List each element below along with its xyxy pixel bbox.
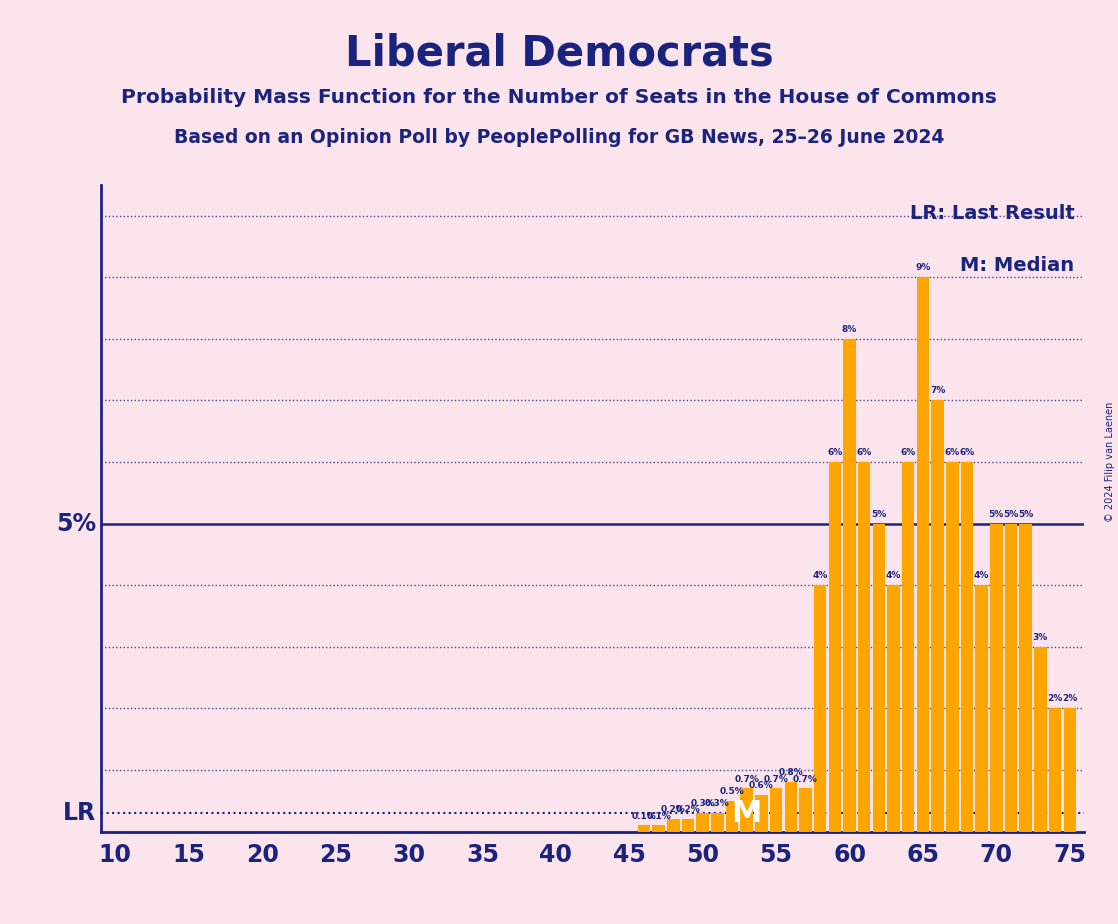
Text: 0.3%: 0.3% [705,799,730,808]
Bar [711,813,723,832]
Text: 6%: 6% [901,448,916,457]
Bar [828,462,841,832]
Text: 5%: 5% [1004,510,1018,518]
Bar [799,788,812,832]
Bar [785,783,797,832]
Bar [873,524,885,832]
Bar [1034,647,1046,832]
Text: 9%: 9% [916,263,930,273]
Text: 6%: 6% [959,448,975,457]
Bar [1049,709,1061,832]
Text: M: M [731,799,761,828]
Bar [755,795,768,832]
Text: 0.2%: 0.2% [661,806,685,814]
Text: 0.1%: 0.1% [646,811,671,821]
Bar [991,524,1003,832]
Text: 0.6%: 0.6% [749,781,774,790]
Bar [946,462,958,832]
Text: LR: Last Result: LR: Last Result [910,204,1074,224]
Text: Liberal Democrats: Liberal Democrats [344,32,774,74]
Text: 4%: 4% [974,571,989,580]
Bar [682,820,694,832]
Bar [975,585,988,832]
Bar [726,801,738,832]
Bar [917,277,929,832]
Bar [843,339,855,832]
Bar [1005,524,1017,832]
Text: LR: LR [63,801,96,825]
Bar [902,462,915,832]
Text: 3%: 3% [1033,633,1048,642]
Text: 0.3%: 0.3% [690,799,716,808]
Text: 0.5%: 0.5% [720,787,745,796]
Text: 0.7%: 0.7% [735,774,759,784]
Text: 6%: 6% [945,448,960,457]
Bar [653,825,665,832]
Text: Based on an Opinion Poll by PeoplePolling for GB News, 25–26 June 2024: Based on an Opinion Poll by PeoplePollin… [173,128,945,147]
Bar [637,825,651,832]
Text: © 2024 Filip van Laenen: © 2024 Filip van Laenen [1106,402,1115,522]
Text: 0.1%: 0.1% [632,811,656,821]
Bar [770,788,783,832]
Text: 0.7%: 0.7% [793,774,818,784]
Bar [667,820,680,832]
Bar [931,400,944,832]
Text: 0.2%: 0.2% [675,806,700,814]
Text: 5%: 5% [1018,510,1033,518]
Text: 5%: 5% [56,512,96,536]
Text: 2%: 2% [1048,695,1063,703]
Text: 4%: 4% [813,571,827,580]
Bar [814,585,826,832]
Text: M: Median: M: Median [960,256,1074,275]
Bar [1063,709,1076,832]
Text: 4%: 4% [885,571,901,580]
Text: 5%: 5% [871,510,887,518]
Text: 0.7%: 0.7% [764,774,788,784]
Text: 7%: 7% [930,386,946,395]
Bar [888,585,900,832]
Bar [858,462,871,832]
Text: 5%: 5% [988,510,1004,518]
Bar [740,788,752,832]
Text: 6%: 6% [827,448,843,457]
Text: 0.8%: 0.8% [778,769,803,777]
Text: 6%: 6% [856,448,872,457]
Bar [960,462,974,832]
Text: 2%: 2% [1062,695,1078,703]
Bar [697,813,709,832]
Bar [1020,524,1032,832]
Text: 8%: 8% [842,325,858,334]
Text: Probability Mass Function for the Number of Seats in the House of Commons: Probability Mass Function for the Number… [121,88,997,107]
